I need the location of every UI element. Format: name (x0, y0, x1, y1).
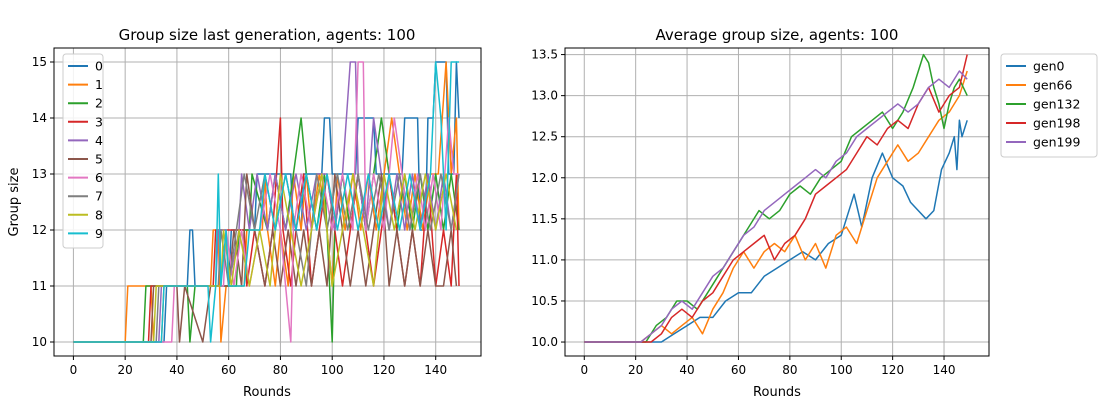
right-y-tick-label: 13.0 (531, 89, 558, 103)
right-x-tick-label: 100 (830, 363, 853, 377)
right-y-tick-label: 10.0 (531, 335, 558, 349)
right-chart-title: Average group size, agents: 100 (656, 26, 899, 44)
right-legend-box (1000, 53, 1098, 158)
right-legend-label: gen198 (1033, 116, 1080, 131)
right-x-tick-label: 140 (933, 363, 956, 377)
right-series-line-gen199 (584, 70, 968, 343)
right-ticks: 0 20 40 60 80 100 120 140 10.0 10.5 11.0 11.5 12.0 12… (531, 48, 955, 377)
right-x-tick-label: 0 (580, 363, 588, 377)
left-x-tick-label: 100 (321, 363, 344, 377)
right-y-tick-label: 11.5 (531, 212, 558, 226)
right-legend-label: gen0 (1033, 59, 1065, 74)
right-y-tick-label: 12.0 (531, 171, 558, 185)
left-legend-label: 2 (95, 96, 103, 111)
left-x-tick-label: 60 (221, 363, 236, 377)
left-series-line-5 (73, 173, 458, 343)
left-series-line-9 (73, 61, 459, 343)
right-x-tick-label: 120 (881, 363, 904, 377)
left-y-tick-label: 13 (32, 167, 47, 181)
left-legend-label: 5 (95, 152, 103, 167)
right-legend-label: gen132 (1033, 97, 1080, 112)
right-legend-label: gen66 (1033, 78, 1073, 93)
left-legend-label: 8 (95, 207, 103, 222)
left-chart-title: Group size last generation, agents: 100 (119, 26, 416, 44)
left-x-tick-label: 20 (118, 363, 133, 377)
left-y-tick-label: 11 (32, 279, 47, 293)
left-plot-frame (53, 47, 482, 357)
right-y-tick-label: 10.5 (531, 294, 558, 308)
right-x-tick-label: 60 (731, 363, 746, 377)
left-series-line-7 (73, 173, 460, 343)
right-legend: gen0 gen66 gen132 gen198 gen199 (1000, 53, 1098, 158)
left-legend-label: 9 (95, 226, 103, 241)
left-x-tick-label: 40 (169, 363, 184, 377)
left-x-tick-label: 140 (424, 363, 447, 377)
right-y-tick-label: 11.0 (531, 253, 558, 267)
right-plot-frame (564, 47, 990, 357)
right-series-group (584, 53, 968, 343)
right-x-tick-label: 80 (782, 363, 797, 377)
left-y-tick-label: 12 (32, 223, 47, 237)
left-legend-label: 7 (95, 189, 103, 204)
right-x-tick-label: 40 (679, 363, 694, 377)
left-legend-label: 0 (95, 59, 103, 74)
right-chart: Average group size, agents: 100 0 20 40 60 8… (531, 26, 1098, 400)
right-series-line-gen66 (584, 70, 968, 343)
right-y-tick-label: 13.5 (531, 48, 558, 62)
left-legend-label: 6 (95, 170, 103, 185)
right-legend-label: gen199 (1033, 135, 1080, 150)
left-x-axis-label: Rounds (243, 385, 291, 400)
left-series-group (73, 61, 460, 343)
left-x-tick-label: 80 (273, 363, 288, 377)
left-series-line-6 (73, 61, 459, 343)
right-series-line-gen0 (584, 119, 968, 343)
left-legend-label: 3 (95, 114, 103, 129)
left-x-tick-label: 120 (373, 363, 396, 377)
right-y-tick-label: 12.5 (531, 130, 558, 144)
left-y-tick-label: 10 (32, 335, 47, 349)
left-chart: Group size last generation, agents: 100 … (7, 26, 482, 400)
left-y-tick-label: 14 (32, 111, 47, 125)
left-legend-label: 4 (95, 133, 103, 148)
right-x-tick-label: 20 (628, 363, 643, 377)
left-series-line-1 (73, 61, 460, 343)
left-legend: 0 1 2 3 4 5 6 7 8 9 (62, 53, 104, 249)
left-x-tick-label: 0 (70, 363, 78, 377)
right-grid (565, 48, 989, 356)
right-series-line-gen132 (584, 53, 968, 343)
right-x-axis-label: Rounds (753, 385, 801, 400)
left-legend-label: 1 (95, 77, 103, 92)
left-y-axis-label: Group size (7, 168, 22, 237)
left-y-tick-label: 15 (32, 55, 47, 69)
right-series-line-gen198 (584, 54, 968, 343)
